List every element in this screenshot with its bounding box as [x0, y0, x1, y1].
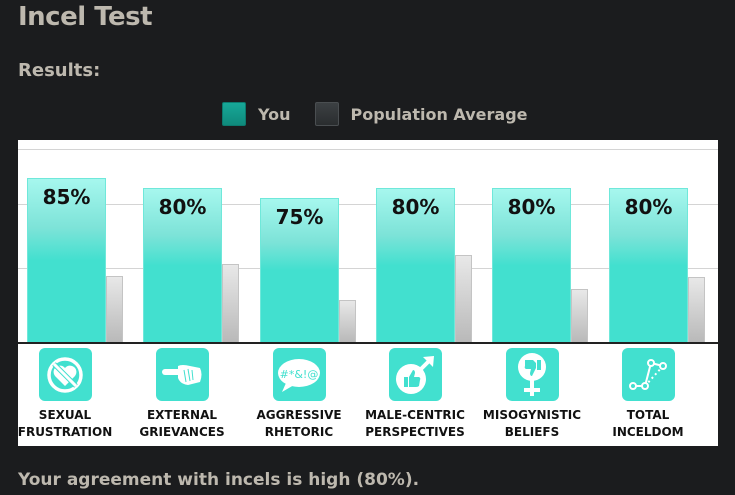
category-external-grievances: EXTERNAL GRIEVANCES	[124, 348, 240, 441]
bar-you-total-inceldom: 80%	[609, 188, 688, 342]
bar-pop-aggressive-rhetoric	[339, 300, 356, 342]
bar-value: 85%	[42, 185, 91, 209]
bar-value: 80%	[624, 195, 673, 219]
category-label: MISOGYNISTIC	[482, 408, 582, 422]
legend-label-population: Population Average	[350, 104, 528, 124]
bar-pop-total-inceldom	[688, 277, 705, 342]
x-axis-line	[18, 342, 718, 344]
category-male-centric: MALE-CENTRIC PERSPECTIVES	[357, 348, 473, 441]
legend-label-you: You	[258, 104, 291, 124]
category-label: AGGRESSIVE	[256, 408, 342, 422]
bar-pop-male-centric	[455, 255, 472, 342]
bar-value: 80%	[391, 195, 440, 219]
category-label: GRIEVANCES	[139, 425, 225, 439]
bar-pop-external-grievances	[222, 264, 239, 342]
category-label: INCELDOM	[612, 425, 684, 439]
results-heading: Results:	[18, 60, 101, 81]
male-thumbs-up-icon	[388, 348, 442, 401]
chart-legend: You Population Average	[222, 102, 528, 126]
summary-text: Your agreement with incels is high (80%)…	[18, 470, 420, 490]
bar-you-external-grievances: 80%	[143, 188, 222, 342]
bar-pop-misogynistic	[571, 289, 588, 342]
pointing-hand-icon	[155, 348, 209, 401]
bar-value: 80%	[158, 195, 207, 219]
category-label: PERSPECTIVES	[365, 425, 465, 439]
bar-you-sexual-frustration: 85%	[27, 178, 106, 342]
category-label: EXTERNAL	[146, 408, 218, 422]
category-label: RHETORIC	[264, 425, 334, 439]
category-sexual-frustration: SEXUAL FRUSTRATION	[7, 348, 123, 441]
legend-swatch-population	[314, 102, 339, 126]
page-title: Incel Test	[18, 2, 153, 32]
category-total-inceldom: TOTAL INCELDOM	[590, 348, 706, 441]
bar-pop-sexual-frustration	[106, 276, 123, 342]
gridline	[18, 204, 718, 205]
bar-chart: 85% 80% 75% 80% 80% 80%	[18, 140, 718, 344]
swear-bubble-icon: #*&!@	[272, 348, 326, 401]
svg-text:#*&!@: #*&!@	[280, 368, 319, 381]
legend-swatch-you	[222, 102, 246, 126]
category-aggressive-rhetoric: #*&!@ AGGRESSIVE RHETORIC	[241, 348, 357, 441]
bar-you-aggressive-rhetoric: 75%	[260, 198, 339, 342]
bar-value: 80%	[507, 195, 556, 219]
bar-you-misogynistic: 80%	[492, 188, 571, 342]
bar-value: 75%	[275, 205, 324, 229]
bar-you-male-centric: 80%	[376, 188, 455, 342]
category-label: FRUSTRATION	[17, 425, 113, 439]
no-heart-icon	[38, 348, 92, 401]
category-label: MALE-CENTRIC	[365, 408, 465, 422]
category-misogynistic: MISOGYNISTIC BELIEFS	[474, 348, 590, 441]
category-label: BELIEFS	[504, 425, 560, 439]
category-label: TOTAL	[626, 408, 670, 422]
female-thumbs-down-icon	[505, 348, 559, 401]
gridline	[18, 268, 718, 269]
category-panel: SEXUAL FRUSTRATION EXTERNAL GRIEVANCES #*&…	[18, 344, 718, 446]
line-graph-icon	[621, 348, 675, 401]
gridline	[18, 149, 718, 150]
category-label: SEXUAL	[38, 408, 92, 422]
